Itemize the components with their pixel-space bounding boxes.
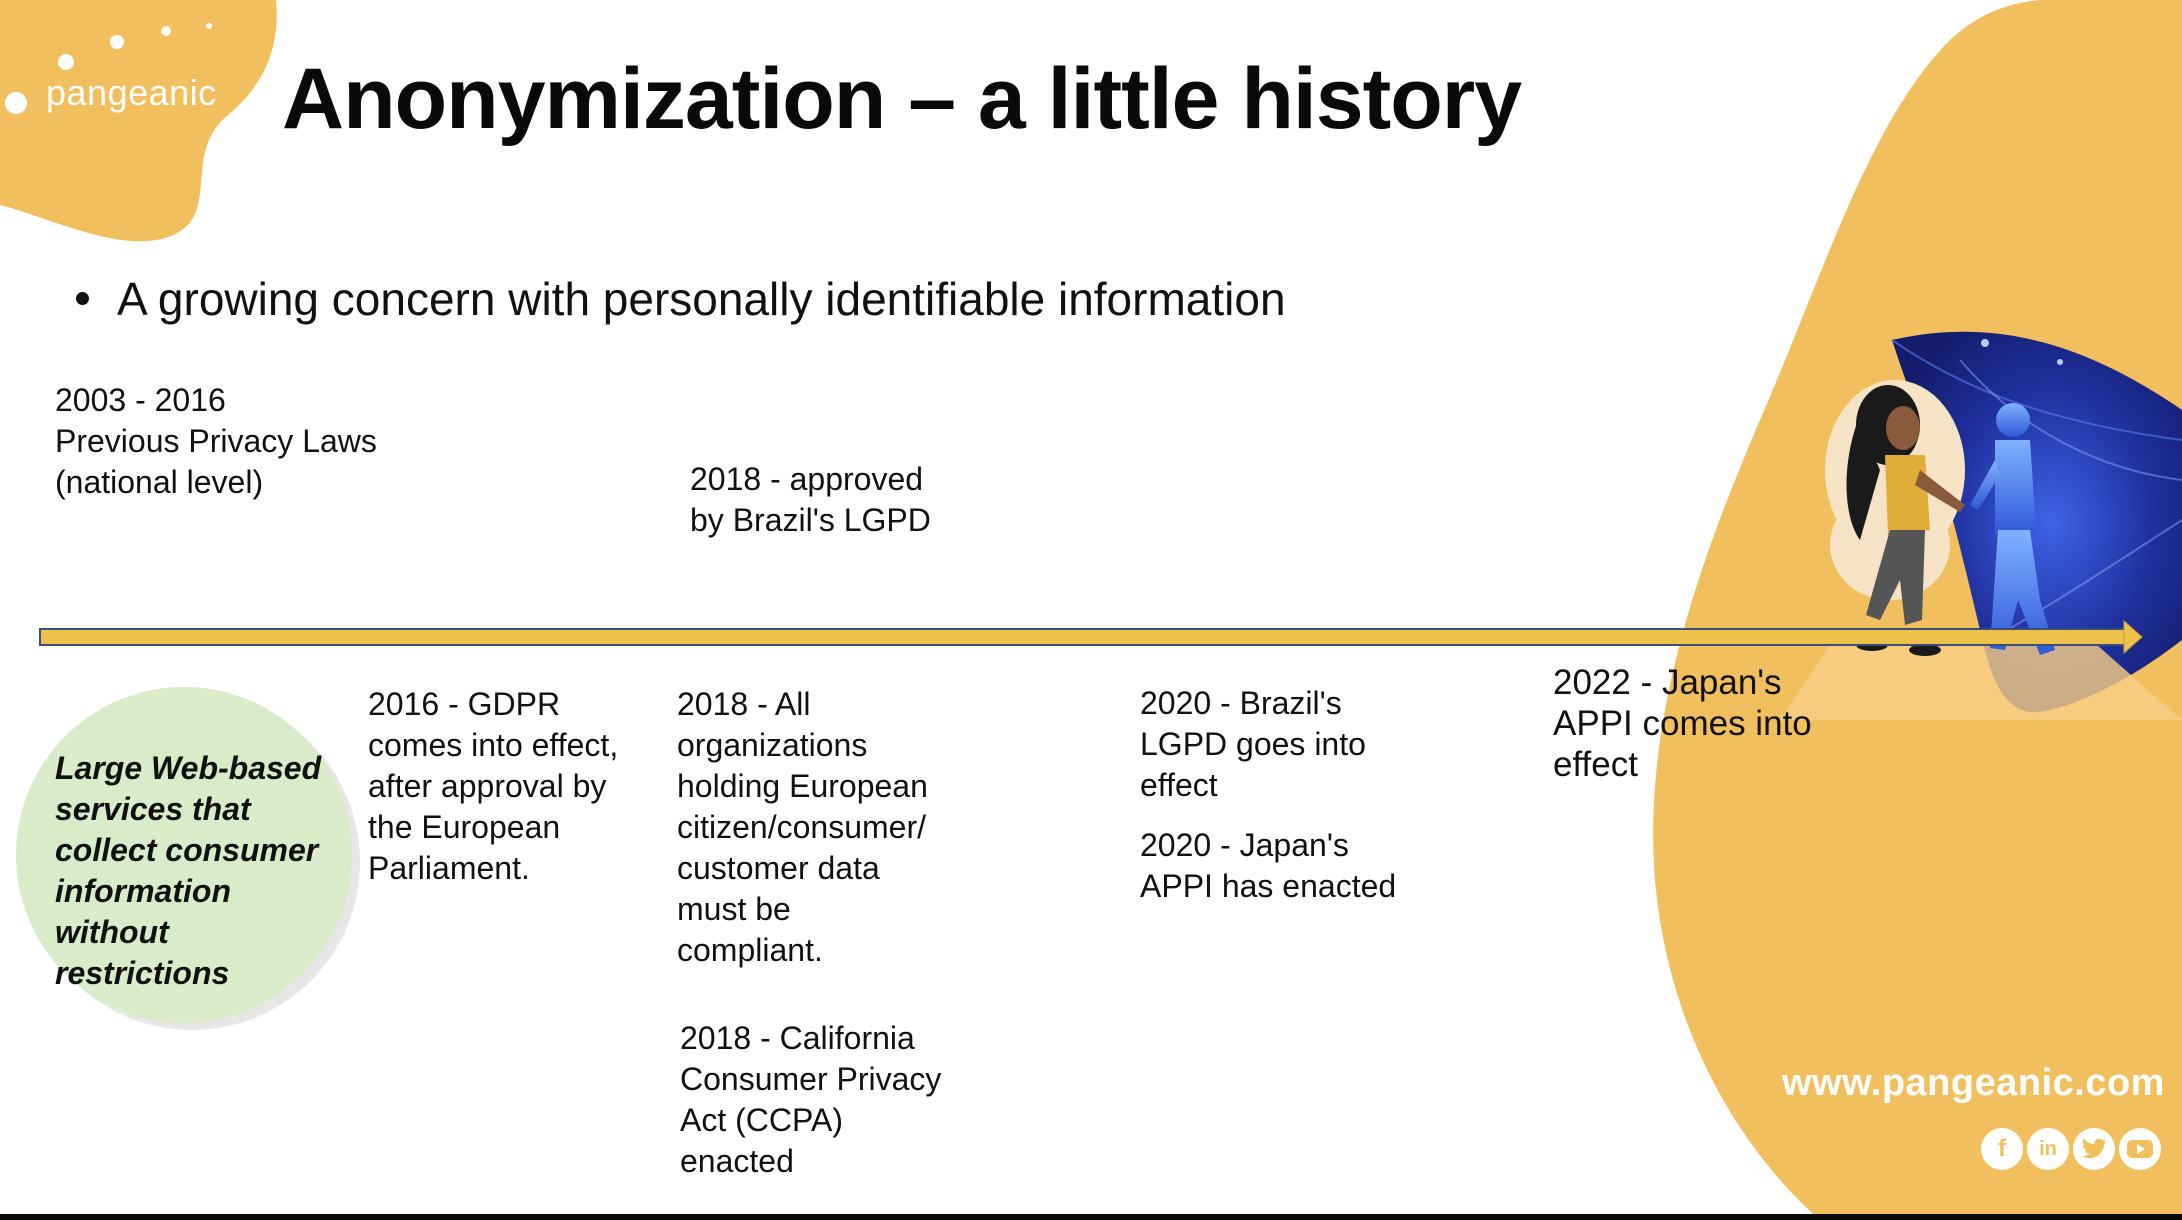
bullet-text: A growing concern with personally identi… [117,273,1286,325]
bullet-dot-icon [76,292,89,306]
circle-note: Large Web-based services that collect co… [55,750,322,991]
timeline-note-2016-gdpr: 2016 - GDPR comes into effect, after app… [368,686,619,886]
linkedin-icon[interactable]: in [2027,1128,2069,1170]
timeline-note-2022-appi: 2022 - Japan's APPI comes into effect [1553,663,1812,784]
digital-figure [1970,403,2055,655]
timeline-note-2020-appi: 2020 - Japan's APPI has enacted [1140,827,1397,904]
twitter-icon[interactable] [2073,1128,2115,1170]
circle-note-bg [16,687,352,1023]
woman-figure [1846,385,1965,656]
bullet-point: A growing concern with personally identi… [76,272,1286,326]
logo-blob [0,0,277,242]
portal-shape [1892,331,2182,713]
youtube-icon[interactable] [2119,1128,2161,1170]
timeline-note-2018-approved: 2018 - approved by Brazil's LGPD [690,461,931,538]
slide-title: Anonymization – a little history [282,51,1522,147]
logo-text: pangeanic [46,72,217,113]
floor-glow [1780,630,2182,720]
timeline-arrow-head [2123,619,2143,655]
facebook-icon[interactable]: f [1981,1128,2023,1170]
timeline-arrow-shaft [39,628,2131,646]
timeline-note-2018-ccpa: 2018 - California Consumer Privacy Act (… [680,1020,942,1179]
bottom-border [0,1214,2182,1220]
timeline-note-2018-all-organizations: 2018 - All organizations holding Europea… [677,686,928,968]
timeline-note-2020-lgpd: 2020 - Brazil's LGPD goes into effect [1140,685,1366,803]
timeline-note-2003-2016: 2003 - 2016 Previous Privacy Laws (natio… [55,382,377,500]
website-link[interactable]: www.pangeanic.com [1782,1062,2165,1104]
